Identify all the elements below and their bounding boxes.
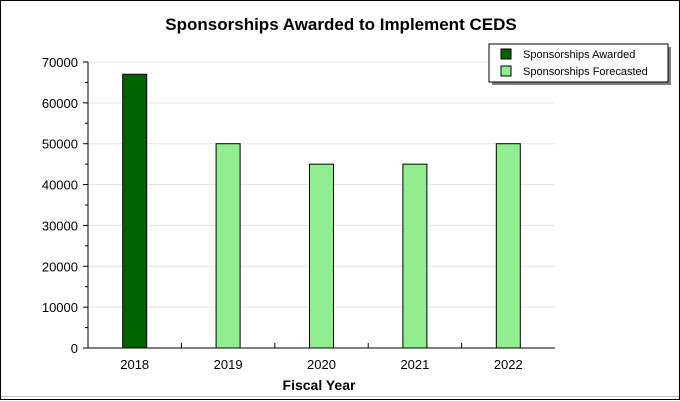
legend-swatch-awarded [500,48,512,60]
x-ticks: 2018 2019 2020 2021 2022 [120,343,523,372]
legend: Sponsorships Awarded Sponsorships Foreca… [488,43,671,85]
y-tick-label: 70000 [42,55,78,70]
chart-title: Sponsorships Awarded to Implement CEDS [165,15,516,34]
legend-label-awarded: Sponsorships Awarded [523,49,635,61]
x-tick-label: 2020 [307,357,336,372]
bar-2022 [495,143,521,349]
bar-2021 [402,163,428,349]
y-tick-label: 30000 [42,218,78,233]
y-tick-label: 50000 [42,137,78,152]
x-tick-label: 2018 [120,357,149,372]
x-axis-title: Fiscal Year [283,377,356,393]
y-tick-label: 10000 [42,300,78,315]
legend-swatch-forecasted [500,65,512,77]
bar-2020 [309,163,334,349]
bar-2019 [215,143,241,349]
x-tick-label: 2019 [214,357,243,372]
legend-box [488,43,669,83]
y-tick-label: 20000 [42,259,78,274]
y-tick-label: 60000 [42,96,78,111]
x-tick-label: 2021 [400,357,429,372]
y-tick-label: 40000 [42,178,78,193]
y-tick-label: 0 [71,341,78,356]
y-ticks: 0 10000 20000 30000 40000 50000 60000 70000 [42,55,88,356]
legend-label-forecasted: Sponsorships Forecasted [523,66,648,78]
bar-2018 [122,73,148,349]
x-tick-label: 2022 [494,357,523,372]
